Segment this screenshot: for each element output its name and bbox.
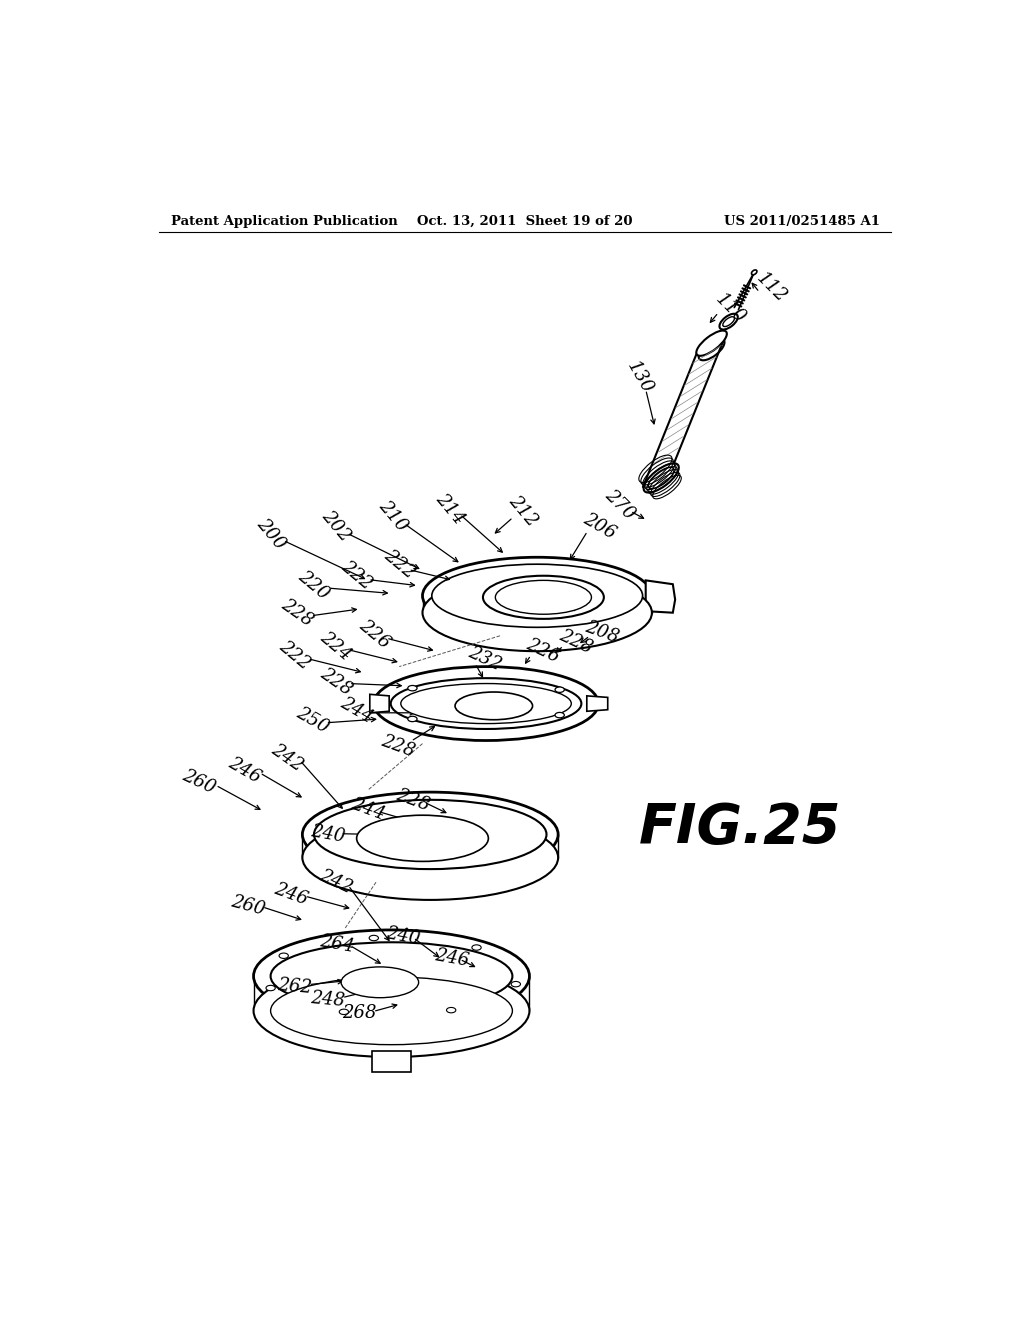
Ellipse shape [254,965,529,1057]
Ellipse shape [374,667,598,741]
Text: US 2011/0251485 A1: US 2011/0251485 A1 [724,215,880,228]
Ellipse shape [391,678,582,729]
Ellipse shape [720,314,738,330]
Ellipse shape [400,684,571,723]
Ellipse shape [408,717,417,722]
Ellipse shape [314,800,547,869]
Text: 246: 246 [225,754,264,787]
Text: 244: 244 [337,694,376,727]
Text: 224: 224 [316,628,354,664]
Ellipse shape [752,269,757,275]
Text: 228: 228 [556,627,595,657]
Ellipse shape [370,936,379,941]
Text: 210: 210 [375,498,411,536]
Polygon shape [370,694,389,713]
Text: 230: 230 [478,696,510,717]
Text: 222: 222 [338,558,376,594]
Text: 262: 262 [364,972,396,993]
Text: 244: 244 [349,795,387,824]
Text: 246: 246 [433,946,470,969]
Ellipse shape [339,1010,348,1015]
Text: 214: 214 [432,490,468,528]
Ellipse shape [696,330,727,356]
Text: 226: 226 [523,636,562,667]
Ellipse shape [302,816,558,900]
Ellipse shape [266,985,275,991]
Text: 204: 204 [527,586,559,609]
Ellipse shape [472,945,481,950]
Polygon shape [302,834,558,858]
Text: 240: 240 [385,924,422,948]
Ellipse shape [408,685,417,690]
Polygon shape [372,1051,411,1072]
Ellipse shape [446,1007,456,1012]
Ellipse shape [280,953,289,958]
Ellipse shape [302,792,558,876]
Ellipse shape [455,692,532,719]
Ellipse shape [511,982,520,987]
Text: 240: 240 [309,822,346,846]
Text: 226: 226 [355,616,393,652]
Text: 260: 260 [229,892,267,919]
Text: 212: 212 [505,492,542,531]
Polygon shape [587,696,607,711]
Ellipse shape [423,557,652,635]
Polygon shape [423,595,652,612]
Ellipse shape [254,929,529,1022]
Ellipse shape [341,966,419,998]
Ellipse shape [555,713,564,718]
Text: 206: 206 [580,510,618,543]
Text: 260: 260 [180,767,219,797]
Text: 228: 228 [278,595,316,630]
Text: 242: 242 [316,867,355,898]
Text: 262: 262 [276,975,312,997]
Text: Patent Application Publication: Patent Application Publication [171,215,397,228]
Text: Oct. 13, 2011  Sheet 19 of 20: Oct. 13, 2011 Sheet 19 of 20 [417,215,633,228]
Text: 200: 200 [253,515,290,553]
Ellipse shape [356,816,488,862]
Text: 202: 202 [317,507,353,545]
Ellipse shape [698,338,725,360]
Text: 110: 110 [713,290,750,327]
Text: 246: 246 [395,834,434,861]
Text: 248: 248 [310,989,346,1010]
Text: 232: 232 [465,643,504,675]
Text: 222: 222 [275,638,313,673]
Text: 228: 228 [316,665,355,700]
Polygon shape [646,581,675,612]
Text: 242: 242 [407,828,438,849]
Text: FIG.25: FIG.25 [639,801,842,855]
Text: 208: 208 [583,618,622,647]
Ellipse shape [423,574,652,651]
Text: 112: 112 [753,269,790,306]
Polygon shape [254,977,529,1011]
Ellipse shape [270,942,512,1010]
Ellipse shape [648,467,674,488]
Text: 228: 228 [394,785,432,814]
Ellipse shape [644,463,679,492]
Ellipse shape [483,576,604,619]
Text: 222: 222 [380,546,418,582]
Text: 250: 250 [293,704,332,737]
Text: 270: 270 [601,486,639,524]
Ellipse shape [432,564,643,627]
Text: 130: 130 [623,359,656,397]
Text: 220: 220 [295,568,333,603]
Text: 264: 264 [318,932,355,956]
Ellipse shape [723,317,734,326]
Ellipse shape [555,686,564,693]
Text: 242: 242 [267,741,306,775]
Text: 268: 268 [342,1005,376,1022]
Text: 212: 212 [548,593,581,615]
Text: 246: 246 [271,879,310,908]
Ellipse shape [496,581,592,614]
Ellipse shape [270,977,512,1044]
Text: 228: 228 [379,731,417,760]
